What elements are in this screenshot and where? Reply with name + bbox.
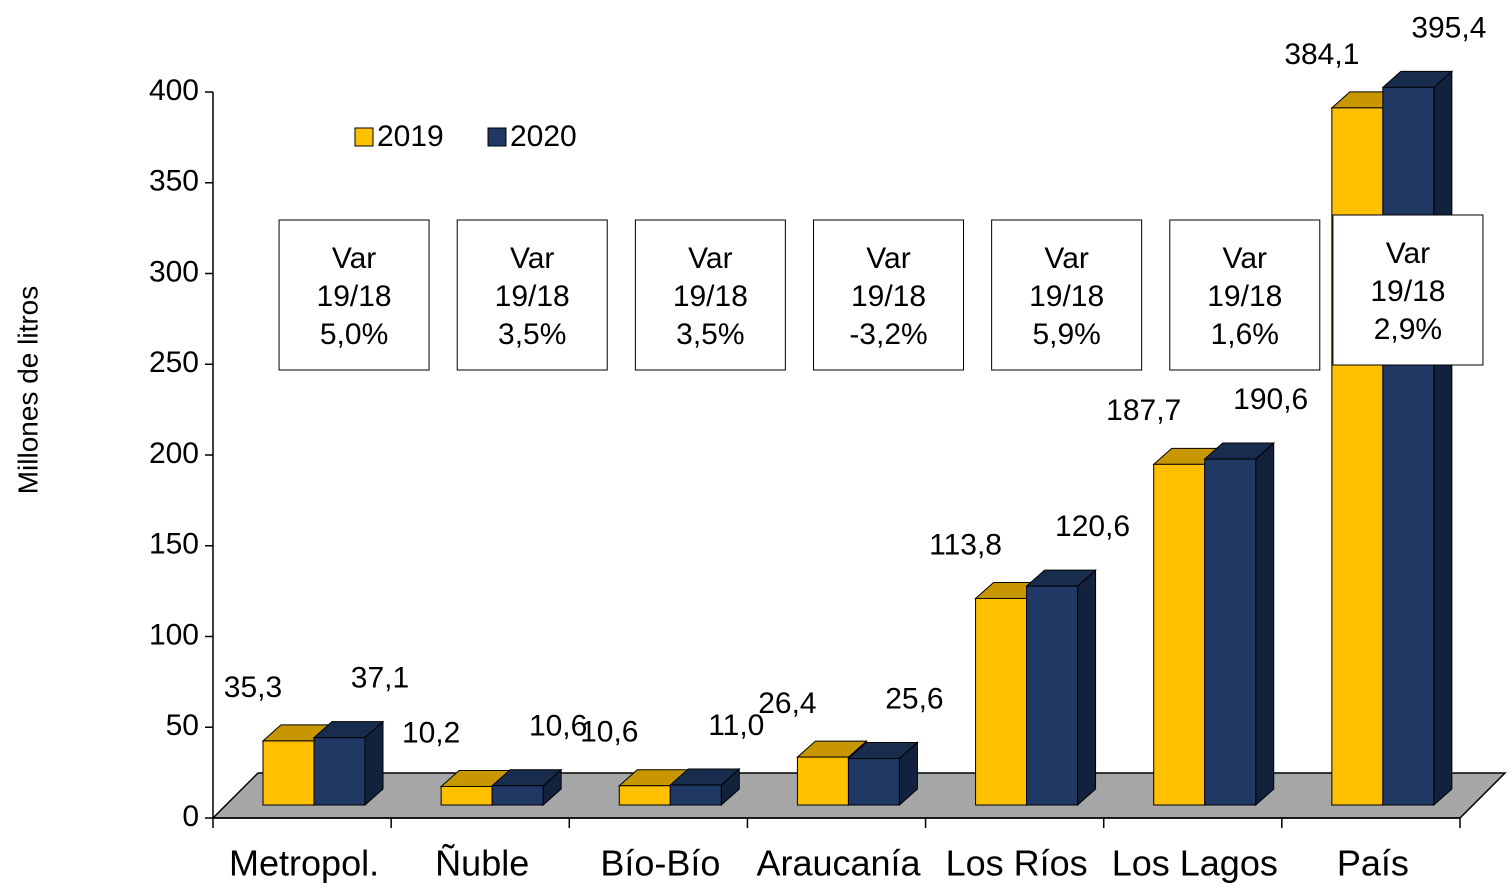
y-tick-label: 50 bbox=[166, 709, 199, 742]
bar-front bbox=[975, 597, 1028, 806]
x-tick-label: Ñuble bbox=[435, 843, 529, 884]
annotation-text: Var bbox=[510, 242, 554, 275]
value-label: 11,0 bbox=[708, 709, 764, 742]
annotation-text: 19/18 bbox=[1370, 275, 1445, 308]
annotation-text: 19/18 bbox=[317, 280, 392, 313]
bar-front bbox=[1153, 463, 1206, 806]
bar-front bbox=[796, 756, 849, 806]
bar bbox=[490, 768, 563, 807]
bar bbox=[668, 767, 741, 807]
annotation-text: -3,2% bbox=[849, 318, 927, 351]
value-label: 25,6 bbox=[885, 682, 943, 715]
y-axis-label: Millones de litros bbox=[12, 286, 43, 495]
bar-front bbox=[847, 758, 900, 806]
bar-front bbox=[440, 785, 493, 806]
value-label: 113,8 bbox=[929, 528, 1002, 561]
bar-front bbox=[1382, 86, 1435, 806]
legend-swatch bbox=[354, 127, 374, 147]
annotation-text: 19/18 bbox=[673, 280, 748, 313]
bar-front bbox=[618, 785, 671, 806]
annotation-text: 19/18 bbox=[1207, 280, 1282, 313]
annotation-box bbox=[456, 219, 608, 371]
y-tick-label: 350 bbox=[149, 165, 199, 198]
bar bbox=[312, 720, 385, 807]
annotation-text: 19/18 bbox=[851, 280, 926, 313]
annotation-text: 5,9% bbox=[1032, 318, 1100, 351]
bar-front bbox=[1026, 585, 1079, 806]
bar-front bbox=[1204, 458, 1257, 806]
value-label: 10,2 bbox=[402, 716, 460, 749]
annotation-text: Var bbox=[1386, 237, 1430, 270]
legend-label: 2020 bbox=[510, 120, 577, 153]
annotation-text: 1,6% bbox=[1211, 318, 1279, 351]
legend-swatch bbox=[487, 127, 507, 147]
annotation-text: 3,5% bbox=[498, 318, 566, 351]
y-tick-label: 200 bbox=[149, 437, 199, 470]
y-tick-label: 0 bbox=[182, 800, 199, 833]
annotation-text: Var bbox=[1044, 242, 1088, 275]
x-tick-label: Bío-Bío bbox=[600, 843, 720, 884]
annotation-box bbox=[813, 219, 964, 371]
annotation-text: 3,5% bbox=[676, 318, 744, 351]
annotation-box bbox=[1169, 219, 1321, 371]
value-label: 384,1 bbox=[1284, 38, 1359, 71]
bar-front bbox=[491, 785, 544, 806]
value-label: 35,3 bbox=[224, 671, 282, 704]
annotation-text: 5,0% bbox=[320, 318, 388, 351]
annotation-text: Var bbox=[332, 242, 376, 275]
annotation-box bbox=[278, 219, 430, 371]
value-label: 37,1 bbox=[351, 662, 409, 695]
bar-front bbox=[1331, 107, 1384, 806]
annotation-box bbox=[634, 219, 786, 371]
annotation-text: Var bbox=[688, 242, 732, 275]
bar bbox=[1203, 441, 1276, 807]
bar-side bbox=[1077, 568, 1097, 807]
value-label: 187,7 bbox=[1106, 394, 1181, 427]
bar bbox=[1025, 568, 1097, 807]
bar-side bbox=[1433, 70, 1453, 807]
bar-front bbox=[669, 784, 722, 806]
value-label: 120,6 bbox=[1055, 510, 1130, 543]
x-tick-label: Los Lagos bbox=[1112, 843, 1278, 884]
value-label: 190,6 bbox=[1233, 383, 1308, 416]
y-tick-label: 250 bbox=[149, 346, 199, 379]
x-tick-label: Araucanía bbox=[756, 843, 921, 884]
value-label: 26,4 bbox=[758, 687, 816, 720]
legend-label: 2019 bbox=[377, 120, 444, 153]
y-tick-label: 100 bbox=[149, 618, 199, 651]
y-tick-label: 400 bbox=[149, 74, 199, 107]
y-tick-label: 150 bbox=[149, 528, 199, 561]
annotation-text: 19/18 bbox=[1029, 280, 1104, 313]
annotation-box bbox=[991, 219, 1143, 371]
annotation-text: Var bbox=[1223, 242, 1267, 275]
x-tick-label: Los Ríos bbox=[946, 843, 1088, 884]
x-tick-label: País bbox=[1337, 843, 1409, 884]
annotation-text: 2,9% bbox=[1374, 313, 1442, 346]
value-label: 10,6 bbox=[580, 716, 638, 749]
bar bbox=[1381, 70, 1454, 807]
annotation-box bbox=[1332, 214, 1484, 366]
bar bbox=[847, 741, 919, 807]
bar-front bbox=[313, 737, 366, 806]
value-label: 10,6 bbox=[529, 710, 587, 743]
bar-front bbox=[262, 740, 315, 806]
annotation-text: 19/18 bbox=[495, 280, 570, 313]
value-label: 395,4 bbox=[1411, 11, 1486, 44]
bar-side bbox=[1255, 441, 1275, 807]
y-tick-label: 300 bbox=[149, 255, 199, 288]
annotation-text: Var bbox=[866, 242, 910, 275]
x-tick-label: Metropol. bbox=[229, 843, 379, 884]
